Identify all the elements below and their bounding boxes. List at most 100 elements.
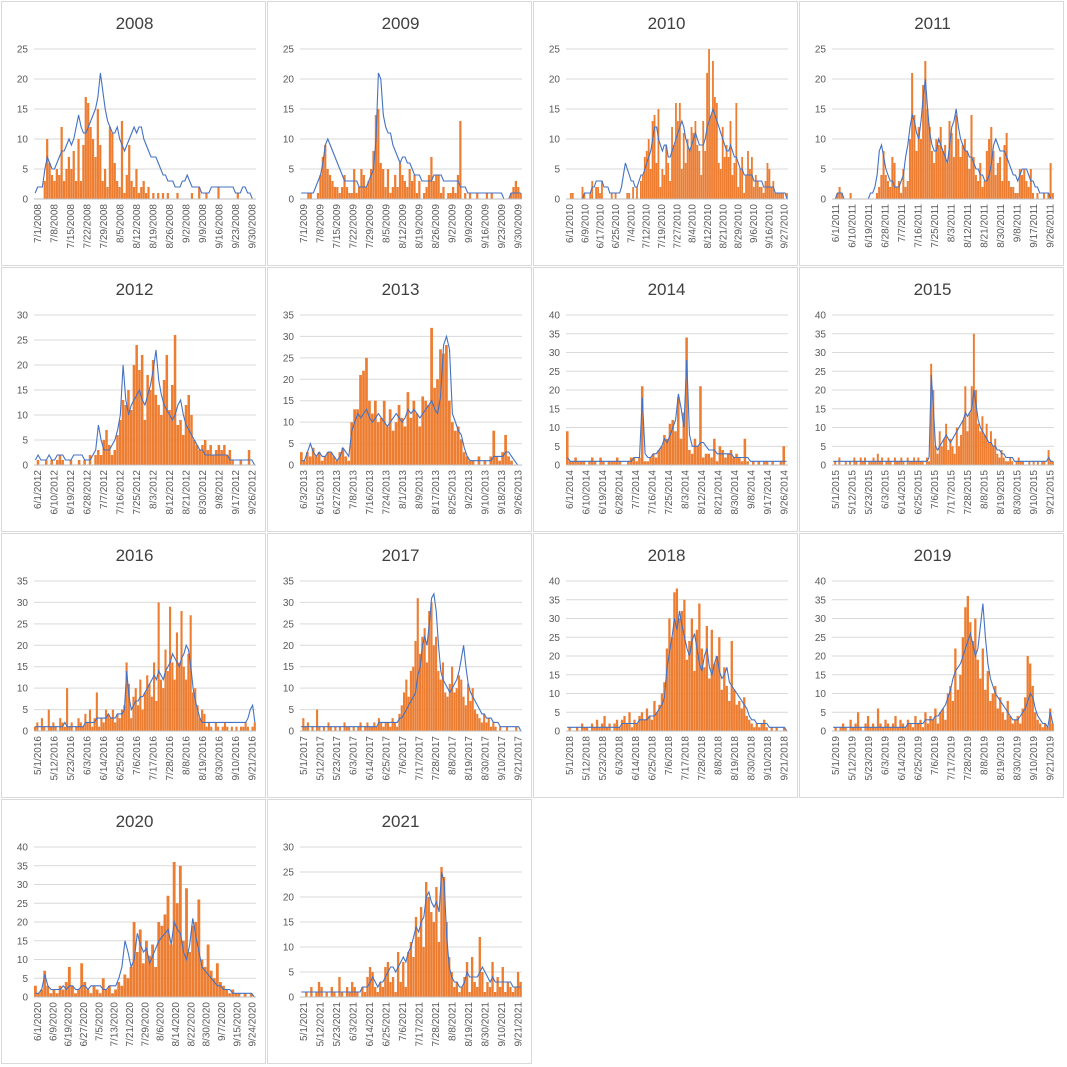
bar	[223, 722, 227, 731]
bar	[710, 629, 713, 731]
bar	[150, 696, 153, 731]
bar	[340, 992, 344, 997]
bar	[628, 193, 631, 199]
bar	[971, 641, 974, 731]
bar	[432, 922, 436, 997]
bar	[934, 708, 937, 731]
bar	[300, 452, 303, 465]
bar	[302, 460, 306, 465]
y-tick-label: 30	[17, 880, 29, 891]
x-tick-label: 8/30/2017	[481, 736, 492, 781]
bar	[724, 457, 727, 465]
bar	[951, 701, 955, 731]
bar	[68, 726, 71, 731]
bar	[480, 722, 483, 731]
bar	[778, 193, 781, 199]
series-line	[833, 78, 1053, 200]
bar	[442, 877, 446, 997]
bar	[680, 611, 684, 731]
y-tick-label: 10	[549, 423, 561, 434]
bar	[178, 662, 181, 731]
bar	[326, 452, 330, 465]
bar	[705, 626, 708, 731]
bar	[377, 718, 380, 731]
bar	[712, 61, 714, 199]
y-tick-label: 35	[17, 577, 29, 588]
bar	[120, 985, 124, 997]
x-tick-label: 7/6/2017	[398, 736, 409, 775]
bar	[423, 193, 426, 199]
bar	[651, 121, 654, 199]
bar	[380, 722, 383, 731]
bar	[191, 925, 195, 997]
bar	[1021, 708, 1024, 731]
bar	[1049, 708, 1052, 731]
bar	[430, 157, 433, 199]
bar	[670, 637, 674, 731]
bar	[635, 461, 638, 465]
bar	[157, 193, 160, 199]
x-tick-label: 5/1/2016	[33, 736, 44, 775]
chart-svg: 2008 0 5 10 15 20 25 7/1/2008 7/8/2008 7/15/2008 7…	[17, 14, 259, 249]
bar	[851, 727, 855, 731]
x-tick-label: 7/28/2016	[165, 736, 176, 781]
bar	[981, 648, 984, 731]
bar	[141, 963, 145, 997]
bar	[142, 181, 145, 199]
bar	[649, 457, 652, 465]
bar	[433, 387, 436, 465]
bar	[188, 952, 192, 997]
bar	[834, 727, 837, 731]
bar	[861, 461, 864, 465]
bar	[371, 972, 374, 997]
y-tick-label: 25	[283, 353, 295, 364]
bar	[496, 977, 499, 997]
bar	[244, 722, 247, 731]
y-tick-label: 20	[549, 652, 561, 663]
bar	[583, 193, 586, 199]
bar	[910, 461, 913, 465]
chart-title: 2015	[914, 280, 952, 299]
bar	[998, 457, 1001, 465]
x-tick-label: 9/23/2009	[497, 204, 508, 249]
bar	[839, 727, 842, 731]
bar	[43, 726, 46, 731]
bar	[344, 456, 348, 465]
bar	[389, 982, 392, 997]
y-tick-label: 5	[288, 705, 294, 716]
bar	[655, 712, 659, 731]
bar	[157, 602, 160, 731]
bar	[752, 187, 755, 199]
bar	[763, 719, 766, 731]
x-tick-label: 8/12/2011	[963, 204, 974, 248]
bar	[53, 181, 56, 199]
bar	[82, 726, 85, 731]
bar	[614, 193, 617, 199]
bar	[1001, 181, 1004, 199]
x-tick-label: 6/14/2021	[365, 1002, 376, 1047]
bar	[588, 461, 591, 465]
bar	[748, 719, 751, 731]
bar	[36, 460, 40, 465]
y-tick-label: 40	[549, 577, 561, 588]
bar	[700, 648, 703, 731]
bar	[718, 446, 722, 465]
x-tick-label: 7/4/2010	[626, 204, 637, 243]
bar	[132, 187, 136, 199]
chart-panel-2011: 2011 0 5 10 15 20 25 6/1/2011 6/10/2011 6/19/2011…	[799, 1, 1064, 266]
bar	[421, 396, 425, 465]
bar	[463, 977, 466, 997]
bar	[981, 187, 984, 199]
bar	[437, 671, 440, 731]
bar	[414, 917, 418, 997]
bar	[393, 722, 396, 731]
bar	[1029, 169, 1032, 199]
bar	[514, 987, 517, 997]
x-tick-label: 6/1/2011	[831, 204, 842, 243]
bar	[126, 978, 130, 997]
x-tick-label: 5/12/2018	[582, 736, 593, 781]
bar	[311, 726, 314, 731]
bar	[906, 719, 910, 731]
bar	[338, 452, 342, 465]
bar	[737, 187, 740, 199]
